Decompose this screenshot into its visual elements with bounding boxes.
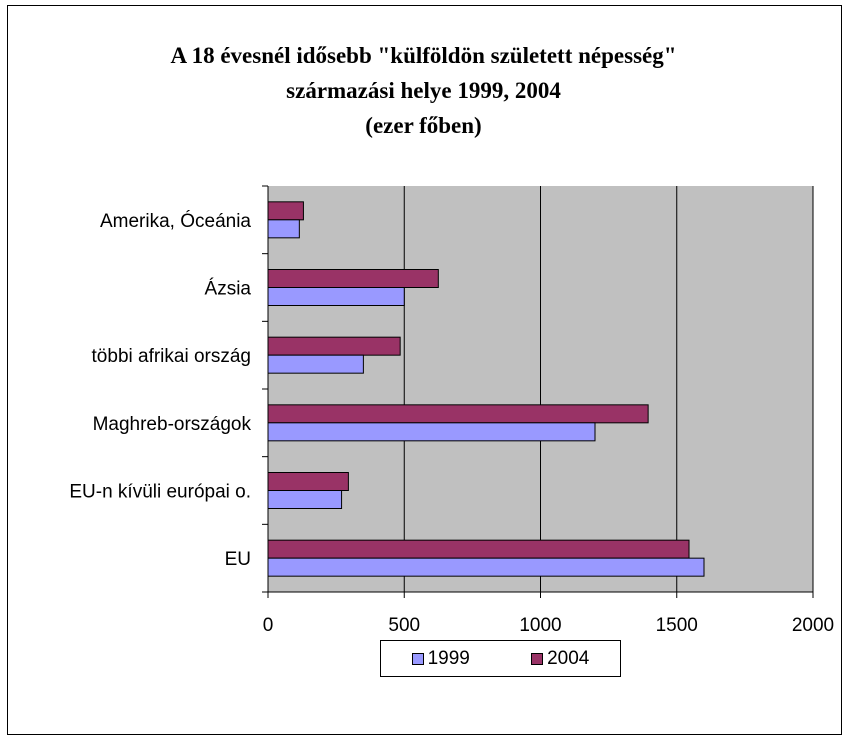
category-label-cat-5: EU bbox=[225, 549, 251, 570]
bar-2004-cat-4 bbox=[267, 472, 349, 491]
bar-chart: 0 500 1000 1500 2000 Amerika, Óceánia Ázsia töb… bbox=[69, 185, 834, 636]
bar-1999-cat-0 bbox=[267, 219, 300, 239]
bar-1999-cat-5 bbox=[267, 557, 705, 577]
legend-label-2004: 2004 bbox=[547, 647, 590, 669]
chart-title-line-1: A 18 évesnél idősebb "külföldön születet… bbox=[170, 43, 677, 68]
category-label-cat-2: többi afrikai ország bbox=[92, 346, 251, 367]
bar-1999-cat-3 bbox=[267, 422, 596, 442]
legend: 1999 2004 bbox=[380, 640, 621, 677]
tick-label-x-2000: 2000 bbox=[792, 615, 834, 636]
bar-1999-cat-1 bbox=[267, 287, 405, 306]
bar-1999-cat-4 bbox=[267, 490, 343, 509]
bar-2004-cat-3 bbox=[267, 404, 649, 424]
tick-label-x-1500: 1500 bbox=[656, 615, 698, 636]
bar-2004-cat-5 bbox=[267, 539, 690, 559]
bar-2004-cat-1 bbox=[267, 269, 439, 288]
bar-1999-cat-2 bbox=[267, 354, 364, 374]
category-label-cat-3: Maghreb-országok bbox=[93, 414, 252, 435]
tick-label-x-500: 500 bbox=[388, 615, 420, 636]
chart-title-line-3: (ezer főben) bbox=[365, 113, 482, 138]
tick-label-x-0: 0 bbox=[263, 615, 274, 636]
legend-swatch-1999 bbox=[411, 652, 424, 665]
bar-2004-cat-0 bbox=[267, 201, 304, 221]
category-label-cat-4: EU-n kívüli európai o. bbox=[69, 482, 251, 503]
category-label-cat-1: Ázsia bbox=[205, 279, 252, 300]
legend-swatch-2004 bbox=[531, 652, 544, 665]
legend-item-2004: 2004 bbox=[531, 648, 589, 670]
chart-title-line-2: származási helye 1999, 2004 bbox=[286, 78, 561, 103]
bar-2004-cat-2 bbox=[267, 336, 401, 356]
tick-label-x-1000: 1000 bbox=[519, 615, 561, 636]
category-label-cat-0: Amerika, Óceánia bbox=[100, 210, 251, 232]
chart-title: A 18 évesnél idősebb "külföldön születet… bbox=[0, 38, 847, 143]
legend-label-1999: 1999 bbox=[427, 647, 470, 669]
legend-item-1999: 1999 bbox=[411, 647, 470, 670]
